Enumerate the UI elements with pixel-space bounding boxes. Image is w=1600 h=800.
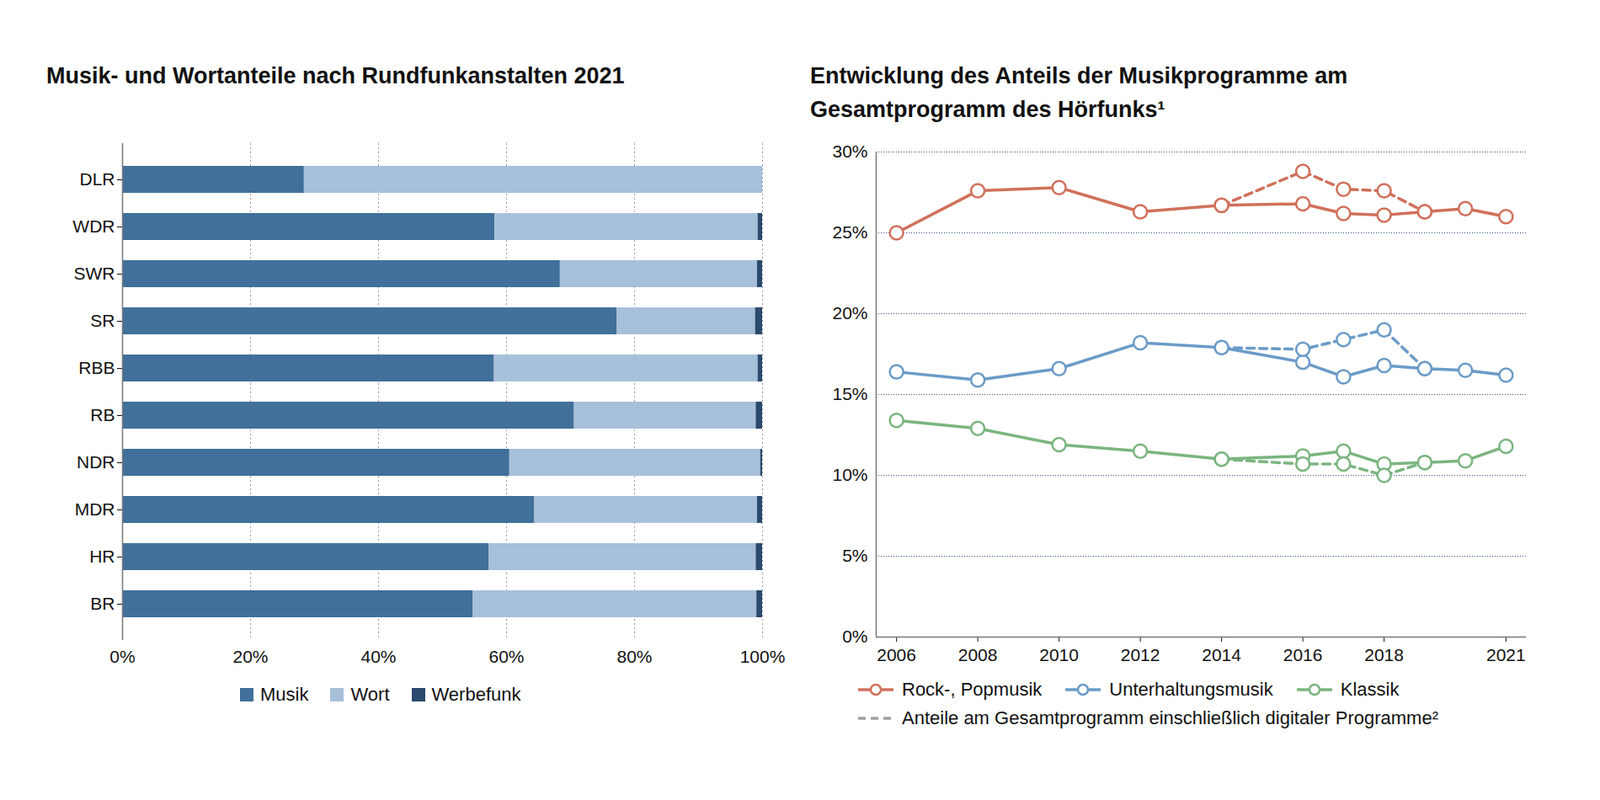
svg-text:RB: RB — [90, 405, 115, 425]
html-text:Musik: Musik — [260, 683, 309, 705]
svg-text:0%: 0% — [109, 646, 135, 667]
svg-text:2016: 2016 — [1283, 645, 1323, 665]
html-text:Anteile am Gesamtprogramm eins: Anteile am Gesamtprogramm einschließlich… — [901, 707, 1439, 729]
svg-text:25%: 25% — [832, 222, 868, 242]
svg-text:60%: 60% — [488, 646, 524, 667]
svg-text:80%: 80% — [616, 646, 652, 667]
svg-text:2010: 2010 — [1039, 645, 1079, 665]
svg-text:30%: 30% — [832, 141, 868, 161]
svg-text:2008: 2008 — [958, 645, 998, 665]
svg-text:2006: 2006 — [876, 645, 917, 665]
svg-text:MDR: MDR — [74, 499, 116, 519]
svg-text:20%: 20% — [232, 646, 268, 667]
html-text:Entwicklung des Anteils der Mu: Entwicklung des Anteils der Musikprogram… — [810, 63, 1348, 123]
svg-text:2014: 2014 — [1201, 645, 1242, 665]
svg-text:DLR: DLR — [79, 169, 115, 189]
html-text:Klassik: Klassik — [1340, 678, 1400, 700]
html-text:Musik- und Wortanteile nach Ru: Musik- und Wortanteile nach Rundfunkanst… — [46, 63, 625, 89]
svg-text:SWR: SWR — [74, 263, 116, 283]
svg-text:100%: 100% — [740, 646, 786, 667]
svg-text:SR: SR — [90, 310, 115, 331]
svg-text:HR: HR — [89, 546, 115, 566]
html-text:Rock-, Popmusik: Rock-, Popmusik — [901, 678, 1042, 700]
svg-text:RBB: RBB — [78, 357, 115, 378]
svg-text:10%: 10% — [832, 464, 868, 485]
svg-text:2018: 2018 — [1364, 645, 1404, 665]
svg-text:0%: 0% — [842, 626, 868, 646]
svg-text:NDR: NDR — [76, 452, 116, 472]
svg-text:5%: 5% — [842, 545, 868, 566]
svg-text:15%: 15% — [832, 384, 868, 404]
svg-text:2012: 2012 — [1120, 645, 1161, 665]
html-text:Werbefunk: Werbefunk — [431, 683, 521, 705]
svg-text:2021: 2021 — [1486, 645, 1526, 665]
html-text:Wort: Wort — [350, 683, 390, 705]
svg-text:WDR: WDR — [72, 216, 115, 236]
svg-text:20%: 20% — [832, 303, 868, 323]
svg-text:40%: 40% — [360, 646, 396, 667]
svg-text:BR: BR — [90, 593, 115, 614]
html-text:Unterhaltungsmusik: Unterhaltungsmusik — [1109, 678, 1274, 700]
